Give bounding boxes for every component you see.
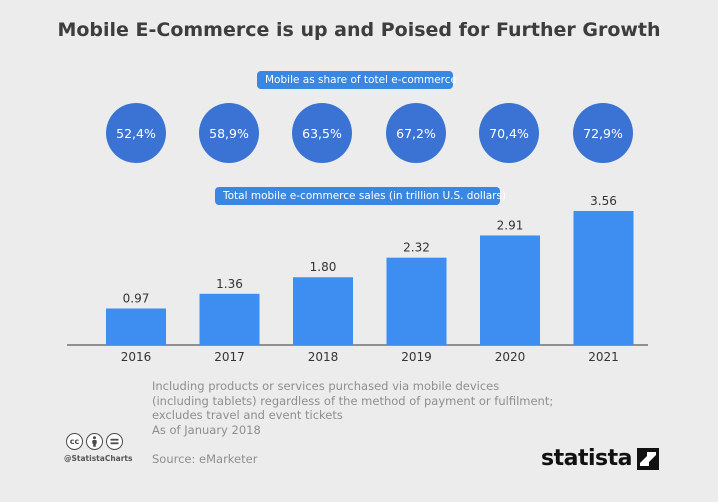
social-handle: @StatistaCharts (64, 454, 133, 463)
value-label: 0.97 (123, 291, 150, 305)
category-label: 2020 (495, 350, 526, 364)
share-circle: 63,5% (292, 103, 352, 163)
share-section-label: Mobile as share of totel e-commerce (257, 71, 457, 89)
footnote-line: excludes travel and event tickets (152, 408, 343, 422)
value-label: 1.80 (310, 260, 337, 274)
bar-2016 (106, 308, 166, 345)
license-icons: cc (66, 433, 123, 450)
share-circle: 52,4% (106, 103, 166, 163)
footnote-line: Including products or services purchased… (152, 379, 500, 393)
bar-2020 (480, 235, 540, 345)
source-note: Source: eMarketer (152, 452, 258, 466)
category-label: 2017 (214, 350, 245, 364)
bar-2017 (199, 293, 260, 345)
category-label: 2016 (121, 350, 152, 364)
value-label: 2.91 (497, 218, 524, 232)
bar-2018 (293, 277, 353, 345)
share-circle: 58,9% (199, 103, 259, 163)
value-label: 3.56 (590, 194, 617, 208)
attribution-icon (86, 433, 103, 450)
share-circle: 70,4% (479, 103, 539, 163)
sales-section-label: Total mobile e-commerce sales (in trilli… (215, 187, 506, 205)
brand-name: statista (541, 446, 632, 471)
share-circle: 72,9% (573, 103, 633, 163)
bar-2021 (573, 211, 634, 345)
bar-2019 (386, 257, 447, 345)
category-label: 2021 (588, 350, 619, 364)
statista-logo[interactable]: statista (541, 446, 659, 471)
footnote-line: (including tablets) regardless of the me… (152, 393, 554, 408)
cc-icon: cc (66, 433, 83, 450)
category-label: 2018 (308, 350, 339, 364)
footnote-line: As of January 2018 (152, 422, 261, 437)
footnote: Including products or services purchased… (152, 379, 592, 437)
share-circle: 67,2% (386, 103, 446, 163)
statista-logo-icon (636, 447, 659, 470)
no-derivatives-icon (106, 433, 123, 450)
value-label: 1.36 (216, 277, 243, 291)
chart-title: Mobile E-Commerce is up and Poised for F… (57, 19, 661, 41)
value-label: 2.32 (403, 241, 430, 255)
category-label: 2019 (401, 350, 432, 364)
